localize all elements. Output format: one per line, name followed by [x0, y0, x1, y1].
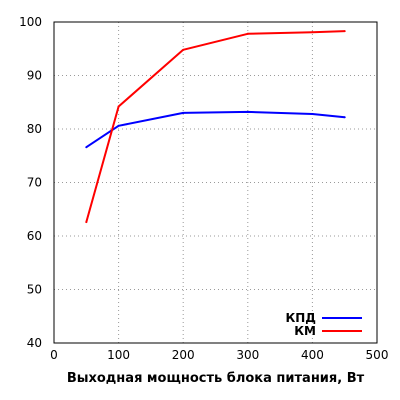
axis-ticks: 0 100 200 300 400 500 40 50 60 70 80 90 100 — [19, 15, 388, 362]
y-tick-label: 40 — [27, 336, 42, 350]
series-line-1 — [85, 110, 345, 149]
y-tick-label: 50 — [27, 283, 42, 297]
data-point — [85, 146, 88, 149]
data-point — [343, 30, 346, 33]
plot-frame — [53, 21, 378, 344]
legend-label: КМ — [294, 324, 316, 338]
data-point — [85, 221, 88, 224]
data-point — [182, 111, 185, 114]
data-point — [246, 110, 249, 113]
gridlines — [54, 22, 377, 343]
x-tick-label: 0 — [50, 348, 58, 362]
y-tick-label: 100 — [19, 15, 42, 29]
y-tick-label: 60 — [27, 229, 42, 243]
series-line-2 — [85, 30, 345, 223]
y-tick-label: 70 — [27, 176, 42, 190]
x-tick-label: 400 — [301, 348, 324, 362]
y-tick-label: 80 — [27, 122, 42, 136]
y-tick-label: 90 — [27, 69, 42, 83]
x-tick-label: 200 — [172, 348, 195, 362]
series-lines — [85, 30, 346, 224]
data-point — [117, 105, 120, 108]
x-tick-label: 500 — [366, 348, 389, 362]
data-point — [117, 124, 120, 127]
x-tick-label: 300 — [236, 348, 259, 362]
x-tick-label: 100 — [107, 348, 130, 362]
data-point — [246, 32, 249, 35]
data-point — [343, 116, 346, 119]
data-point — [311, 31, 314, 34]
data-point — [182, 48, 185, 51]
data-point — [311, 113, 314, 116]
legend-label: КПД — [285, 311, 316, 325]
x-axis-title: Выходная мощность блока питания, Вт — [67, 371, 365, 386]
